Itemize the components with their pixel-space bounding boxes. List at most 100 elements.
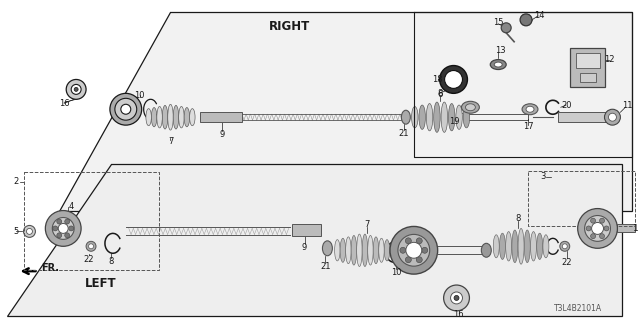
Ellipse shape <box>490 60 506 69</box>
Circle shape <box>115 98 137 120</box>
Ellipse shape <box>368 236 373 265</box>
Circle shape <box>57 233 61 238</box>
Ellipse shape <box>390 247 398 257</box>
Circle shape <box>416 238 422 244</box>
Ellipse shape <box>461 101 479 113</box>
Ellipse shape <box>384 240 390 261</box>
Text: 19: 19 <box>449 117 460 126</box>
Ellipse shape <box>189 109 195 126</box>
Text: 3: 3 <box>540 172 546 181</box>
Ellipse shape <box>419 105 426 129</box>
Text: 17: 17 <box>523 122 533 131</box>
Circle shape <box>74 87 78 92</box>
Circle shape <box>451 292 463 304</box>
Ellipse shape <box>512 230 518 263</box>
Circle shape <box>86 241 96 251</box>
Circle shape <box>52 218 74 239</box>
Ellipse shape <box>346 237 351 264</box>
Circle shape <box>444 285 469 311</box>
Text: 12: 12 <box>604 55 614 64</box>
Circle shape <box>65 219 70 224</box>
Text: 10: 10 <box>390 268 401 276</box>
Text: 6: 6 <box>437 90 442 99</box>
Ellipse shape <box>522 104 538 115</box>
Circle shape <box>405 238 412 244</box>
Circle shape <box>600 234 605 239</box>
Circle shape <box>57 219 61 224</box>
Ellipse shape <box>493 235 499 258</box>
Text: 15: 15 <box>493 18 504 27</box>
Circle shape <box>26 228 33 234</box>
Circle shape <box>520 14 532 26</box>
Circle shape <box>416 257 422 263</box>
Text: 13: 13 <box>495 46 506 55</box>
Text: 5: 5 <box>13 227 18 236</box>
Circle shape <box>390 227 438 274</box>
Circle shape <box>422 247 428 253</box>
Circle shape <box>560 241 570 251</box>
Text: T3L4B2101A: T3L4B2101A <box>554 304 602 313</box>
Text: 21: 21 <box>320 262 331 271</box>
Ellipse shape <box>335 240 340 261</box>
Circle shape <box>586 226 591 231</box>
Ellipse shape <box>146 109 152 126</box>
Circle shape <box>563 244 567 249</box>
Ellipse shape <box>356 234 362 267</box>
Bar <box>618 224 636 232</box>
Ellipse shape <box>465 104 476 111</box>
Text: 16: 16 <box>59 99 70 108</box>
Text: 1: 1 <box>634 224 639 233</box>
Circle shape <box>591 222 604 234</box>
Circle shape <box>609 113 616 121</box>
Circle shape <box>53 226 58 231</box>
Ellipse shape <box>412 107 418 128</box>
Text: 4: 4 <box>68 202 74 211</box>
Ellipse shape <box>426 104 433 131</box>
Circle shape <box>591 234 596 239</box>
Text: 22: 22 <box>561 258 572 267</box>
Circle shape <box>121 104 131 114</box>
Ellipse shape <box>524 230 531 263</box>
Polygon shape <box>60 12 632 211</box>
Circle shape <box>88 244 93 249</box>
Bar <box>292 224 321 236</box>
Polygon shape <box>6 164 622 316</box>
Ellipse shape <box>362 234 367 267</box>
Text: 8: 8 <box>515 214 521 223</box>
Circle shape <box>405 257 412 263</box>
Circle shape <box>591 218 596 223</box>
Ellipse shape <box>543 235 549 258</box>
Circle shape <box>66 79 86 99</box>
Ellipse shape <box>531 232 536 261</box>
Ellipse shape <box>456 105 462 129</box>
Circle shape <box>600 218 605 223</box>
Circle shape <box>440 66 467 93</box>
Circle shape <box>58 223 68 233</box>
Ellipse shape <box>537 233 543 260</box>
Ellipse shape <box>340 238 346 262</box>
Ellipse shape <box>463 107 470 128</box>
Text: RIGHT: RIGHT <box>269 20 310 33</box>
Bar <box>200 112 242 122</box>
Ellipse shape <box>449 104 455 131</box>
Circle shape <box>578 209 618 248</box>
Ellipse shape <box>494 62 502 67</box>
Ellipse shape <box>157 107 163 128</box>
Circle shape <box>584 215 611 241</box>
Text: 7: 7 <box>364 220 370 229</box>
Text: 14: 14 <box>534 12 544 20</box>
Ellipse shape <box>373 237 379 264</box>
Ellipse shape <box>163 105 168 129</box>
Text: 9: 9 <box>220 130 225 139</box>
Ellipse shape <box>184 108 189 127</box>
Text: FR.: FR. <box>42 263 60 273</box>
Text: 21: 21 <box>399 129 409 138</box>
Circle shape <box>45 211 81 246</box>
Circle shape <box>605 109 620 125</box>
Ellipse shape <box>179 107 184 128</box>
Ellipse shape <box>481 243 492 257</box>
Ellipse shape <box>173 105 179 129</box>
Bar <box>576 52 600 68</box>
Text: 10: 10 <box>134 91 145 100</box>
Ellipse shape <box>323 241 332 256</box>
